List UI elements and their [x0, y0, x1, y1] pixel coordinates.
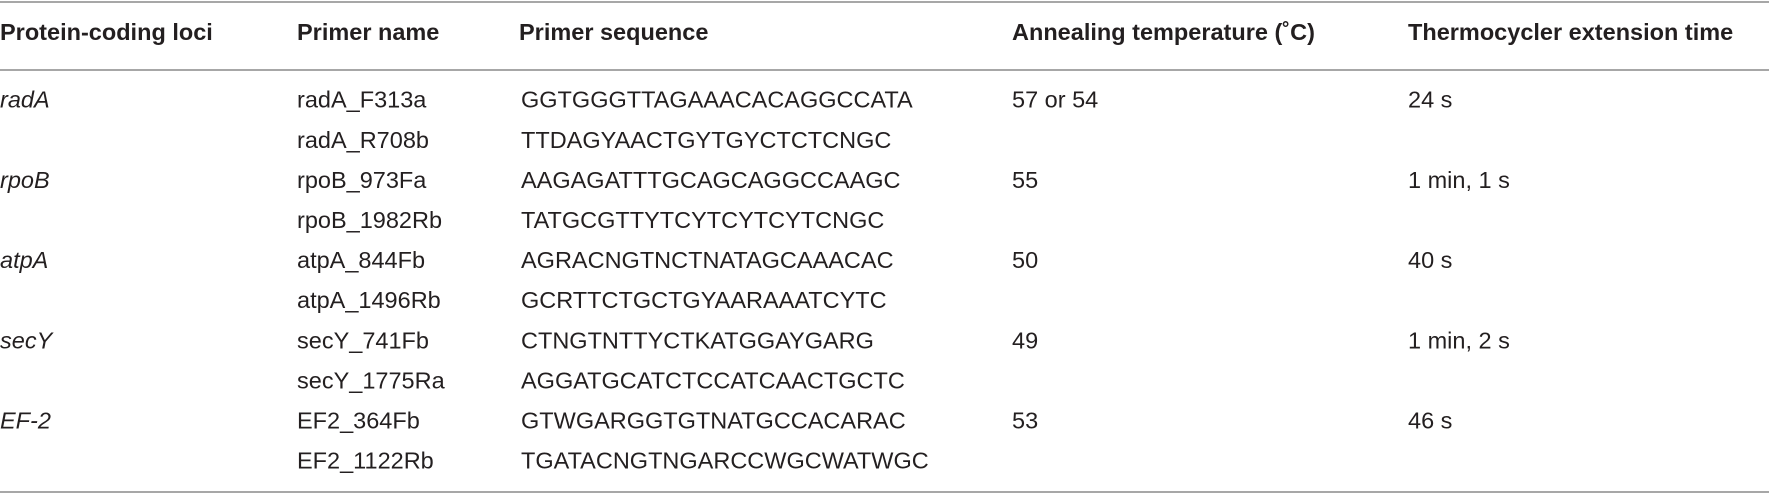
header-cell: Annealing temperature (˚C) — [1012, 19, 1315, 45]
primer-sequence: AGGATGCATCTCCATCAACTGCTC — [521, 367, 905, 393]
header-cell: Thermocycler extension time — [1408, 19, 1733, 45]
locus: rpoB — [0, 167, 50, 193]
primer-name: rpoB_973Fa — [297, 167, 427, 193]
header-cell: Primer name — [297, 19, 439, 45]
primer-sequence: AAGAGATTTGCAGCAGGCCAAGC — [521, 167, 901, 193]
primer-sequence: GCRTTCTGCTGYAARAAATCYTC — [521, 287, 887, 313]
primer-sequence: GTWGARGGTGTNATGCCACARAC — [521, 408, 906, 434]
annealing-temperature: 50 — [1012, 247, 1038, 273]
primer-name: atpA_1496Rb — [297, 287, 441, 313]
primer-sequence: TGATACNGTNGARCCWGCWATWGC — [521, 448, 929, 474]
annealing-temperature: 57 or 54 — [1012, 87, 1098, 113]
extension-time: 1 min, 2 s — [1408, 327, 1510, 353]
primer-name: rpoB_1982Rb — [297, 207, 442, 233]
primer-name: radA_F313a — [297, 87, 427, 113]
locus: secY — [0, 327, 55, 353]
primer-sequence: GGTGGGTTAGAAACACAGGCCATA — [521, 87, 913, 113]
primer-name: atpA_844Fb — [297, 247, 425, 273]
annealing-temperature: 55 — [1012, 167, 1038, 193]
primer-sequence: TTDAGYAACTGYTGYCTCTCNGC — [521, 127, 891, 153]
annealing-temperature: 53 — [1012, 408, 1038, 434]
primer-sequence: TATGCGTTYTCYTCYTCYTCNGC — [521, 207, 884, 233]
locus: atpA — [0, 247, 48, 273]
extension-time: 40 s — [1408, 247, 1452, 273]
primer-name: radA_R708b — [297, 127, 429, 153]
locus: EF-2 — [0, 408, 51, 434]
header-cell: Protein-coding loci — [0, 19, 213, 45]
extension-time: 46 s — [1408, 408, 1452, 434]
primer-name: secY_1775Ra — [297, 367, 446, 393]
annealing-temperature: 49 — [1012, 327, 1038, 353]
primer-name: EF2_1122Rb — [297, 448, 434, 474]
extension-time: 1 min, 1 s — [1408, 167, 1510, 193]
header-cell: Primer sequence — [519, 19, 708, 45]
locus: radA — [0, 87, 50, 113]
extension-time: 24 s — [1408, 87, 1452, 113]
primer-sequence: CTNGTNTTYCTKATGGAYGARG — [521, 327, 874, 353]
primer-name: EF2_364Fb — [297, 408, 420, 434]
primer-name: secY_741Fb — [297, 327, 429, 353]
primer-sequence: AGRACNGTNCTNATAGCAAACAC — [521, 247, 894, 273]
